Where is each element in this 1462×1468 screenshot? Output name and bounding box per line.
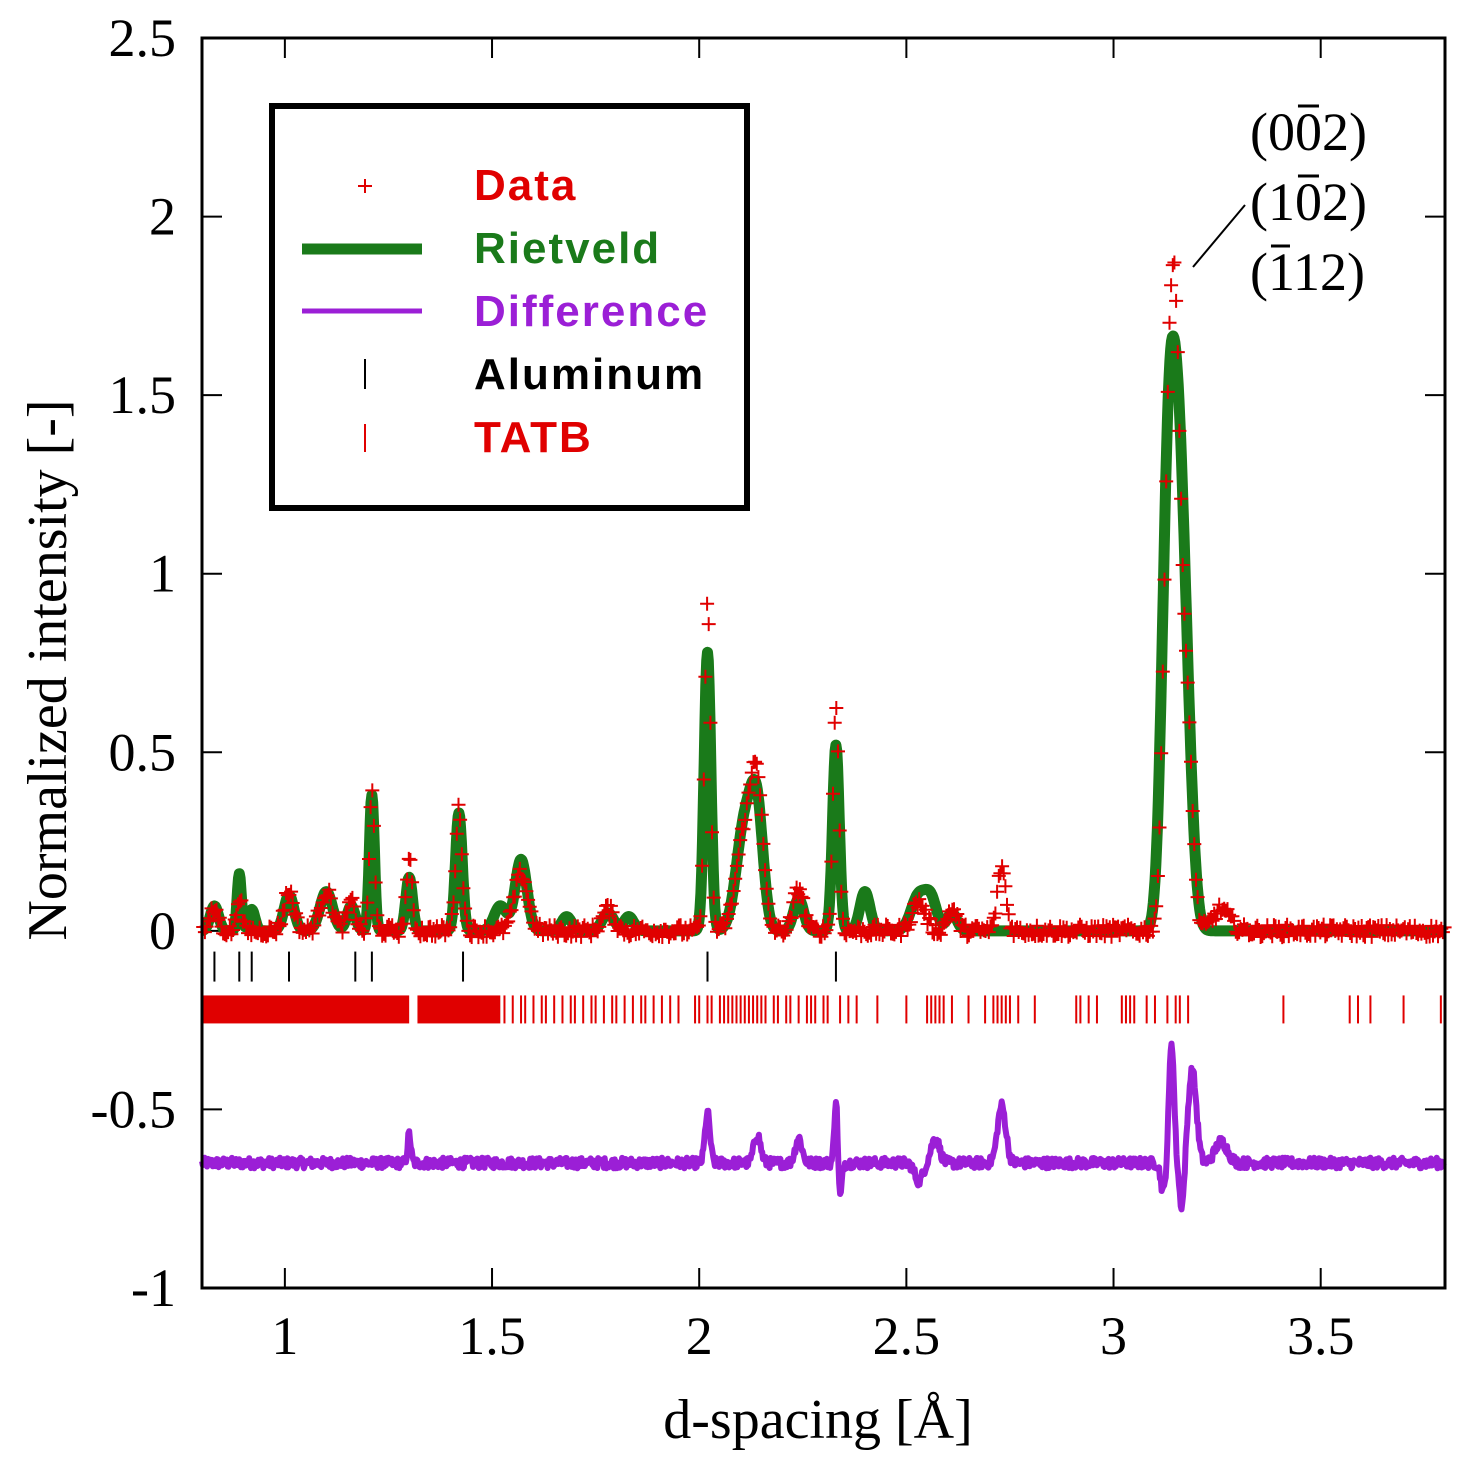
y-tick-label: -0.5 — [91, 1079, 176, 1139]
y-tick-label: 0 — [149, 901, 176, 961]
y-tick-label: 2.5 — [109, 8, 177, 68]
x-tick-label: 2 — [686, 1306, 713, 1366]
legend-label-difference: Difference — [474, 287, 709, 336]
tatb-reflection-band — [202, 995, 410, 1024]
legend-marker-data — [358, 179, 372, 193]
reflection-ticks — [202, 951, 1442, 1024]
legend-label-tatb: TATB — [474, 413, 593, 462]
x-tick-label: 3.5 — [1287, 1306, 1355, 1366]
plot-frame — [200, 36, 1447, 1290]
legend-box — [269, 103, 750, 511]
legend: Data Rietveld Difference Aluminum TATB — [269, 103, 750, 511]
hkl-label-102: (102) — [1250, 172, 1367, 232]
y-tick-label: 0.5 — [109, 722, 177, 782]
peak-annotation: (002) (102) (112) — [1192, 102, 1367, 302]
legend-label-rietveld: Rietveld — [474, 224, 661, 273]
x-axis-label: d-spacing [Å] — [663, 1389, 972, 1451]
y-tick-label: 1 — [149, 544, 176, 604]
y-axis-label: Normalized intensity [-] — [17, 399, 79, 940]
y-tick-label: 1.5 — [109, 365, 177, 425]
hkl-label-002: (002) — [1250, 102, 1367, 162]
x-tick-label: 2.5 — [873, 1306, 941, 1366]
hkl-overbars — [1270, 104, 1319, 248]
hkl-label-112: (112) — [1250, 242, 1365, 302]
x-tick-label: 1 — [271, 1306, 298, 1366]
y-tick-label: -1 — [131, 1258, 176, 1318]
series-layer — [196, 255, 1452, 1213]
tatb-reflection-band — [417, 995, 501, 1024]
x-tick-label: 1.5 — [458, 1306, 526, 1366]
annotation-pointer — [1192, 204, 1246, 268]
difference-curve — [199, 1040, 1448, 1213]
y-tick-label: 2 — [149, 187, 176, 247]
legend-label-data: Data — [474, 161, 577, 210]
legend-label-aluminum: Aluminum — [474, 350, 705, 399]
x-tick-label: 3 — [1100, 1306, 1127, 1366]
tick-labels: 1 1.5 2 2.5 3 3.5 -1 -0.5 0 0.5 1 1.5 2 2.5 — [91, 8, 1355, 1366]
